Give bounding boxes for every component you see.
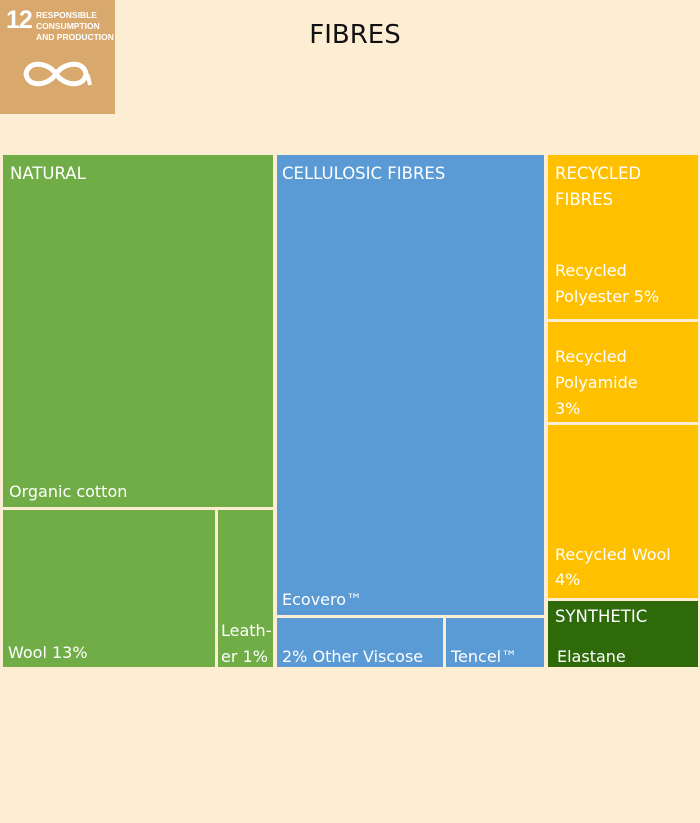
treemap-tile-tencel: [446, 618, 544, 667]
tile-label-ecovero: Ecovero™: [282, 590, 362, 609]
treemap-tile-wool-13: [3, 510, 215, 667]
group-label-recycled-fibres: RECYCLED FIBRES: [555, 164, 641, 209]
tile-label-2-other-viscose: 2% Other Viscose: [282, 647, 423, 666]
chart-title: FIBRES: [309, 20, 401, 50]
sdg-badge: 12 RESPONSIBLE CONSUMPTION AND PRODUCTIO…: [0, 0, 115, 114]
treemap-tile-organic-cotton: [3, 155, 273, 507]
tile-label-recycled-polyester-5: Recycled Polyester 5%: [555, 261, 659, 306]
tile-label-organic-cotton: Organic cotton: [9, 482, 127, 501]
tile-label-wool-13: Wool 13%: [8, 643, 88, 662]
treemap-tile-elastane: [548, 601, 698, 667]
treemap-tile-recycled-polyester-5: [548, 155, 698, 319]
tile-label-elastane: Elastane: [557, 647, 626, 666]
treemap-tile-recycled-polyamide-3: [548, 322, 698, 422]
infinity-icon: [23, 61, 92, 87]
treemap-tile-recycled-wool-4: [548, 425, 698, 598]
tile-label-leath-er-1: Leath-er 1%: [221, 621, 271, 666]
group-label-cellulosic-fibres: CELLULOSIC FIBRES: [282, 164, 445, 183]
sdg-text: RESPONSIBLE CONSUMPTION AND PRODUCTION: [36, 10, 114, 42]
group-label-synthetic: SYNTHETIC: [555, 607, 647, 626]
tile-label-tencel: Tencel™: [450, 647, 517, 666]
sdg-number: 12: [6, 6, 33, 34]
treemap-tile-ecovero: [277, 155, 544, 615]
group-label-natural: NATURAL: [10, 164, 87, 183]
tile-label-recycled-polyamide-3: Recycled Polyamide 3%: [555, 347, 638, 418]
treemap-tile-2-other-viscose: [277, 618, 443, 667]
tile-label-recycled-wool-4: Recycled Wool 4%: [555, 545, 671, 589]
treemap-tile-leath-er-1: [218, 510, 273, 667]
